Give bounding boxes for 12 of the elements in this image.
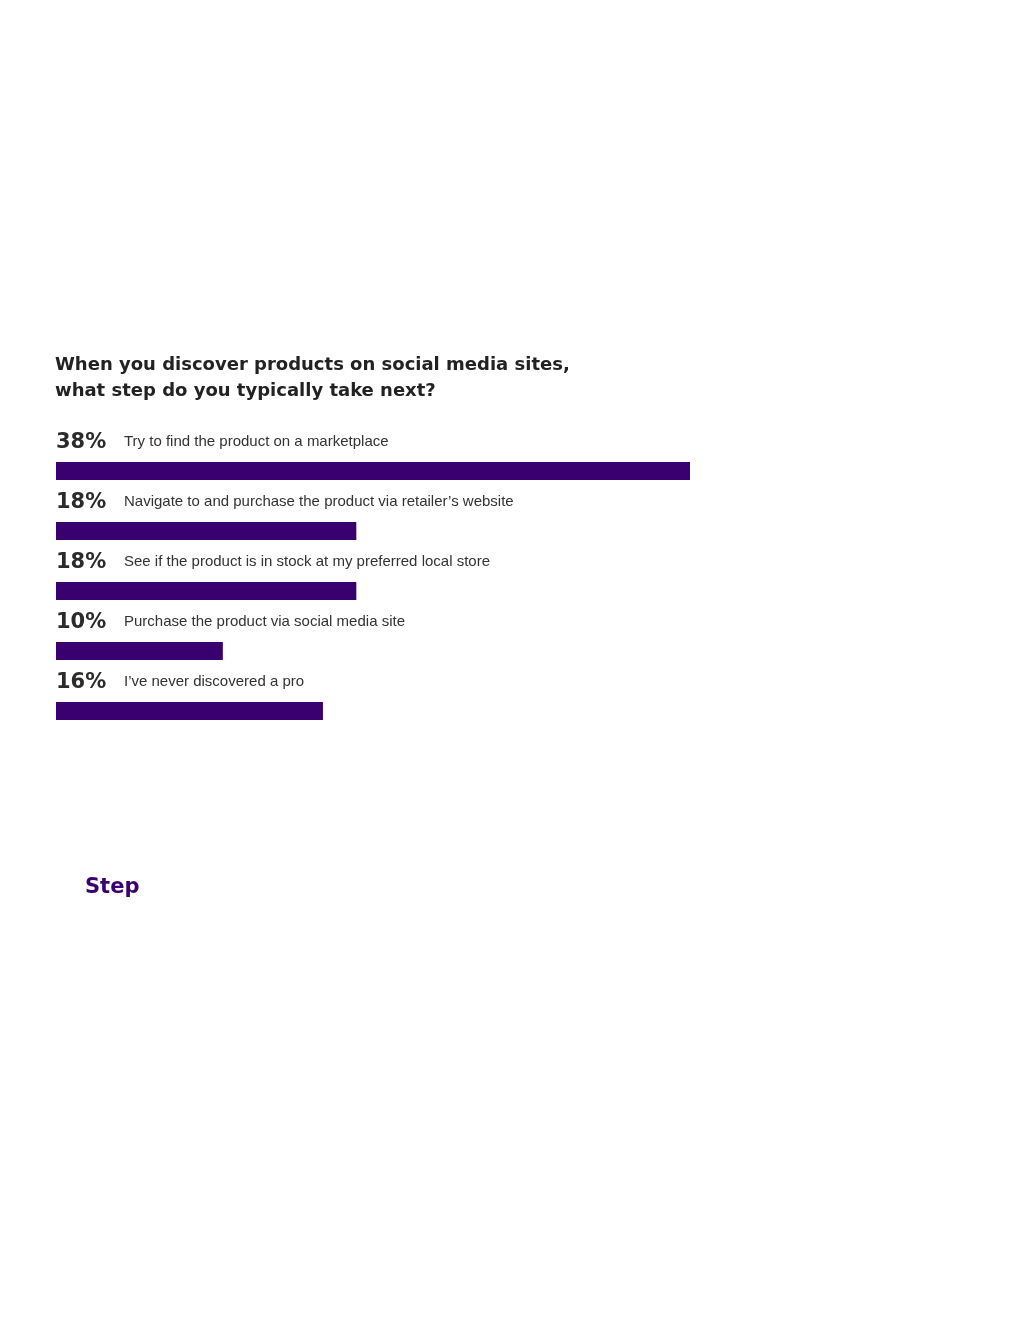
data-label: 18% bbox=[56, 488, 107, 513]
data-label: 10% bbox=[56, 608, 107, 633]
data-label: 18% bbox=[56, 548, 107, 573]
data-label: 16% bbox=[56, 668, 107, 693]
y-tick-label: Purchase the product via social media site bbox=[124, 612, 405, 629]
y-tick-label: See if the product is in stock at my preferred local store bbox=[124, 552, 490, 569]
y-tick-label: Try to find the product on a marketplace bbox=[124, 432, 389, 449]
data-label: 38% bbox=[56, 428, 107, 453]
text: Step bbox=[85, 873, 140, 898]
chart-title: When you discover products on social media sites, what step do you typically take next? bbox=[55, 352, 570, 400]
y-tick-label: Navigate to and purchase the product via retailer’s website bbox=[124, 492, 514, 509]
y-tick-label: I’ve never discovered a pro bbox=[124, 672, 305, 689]
